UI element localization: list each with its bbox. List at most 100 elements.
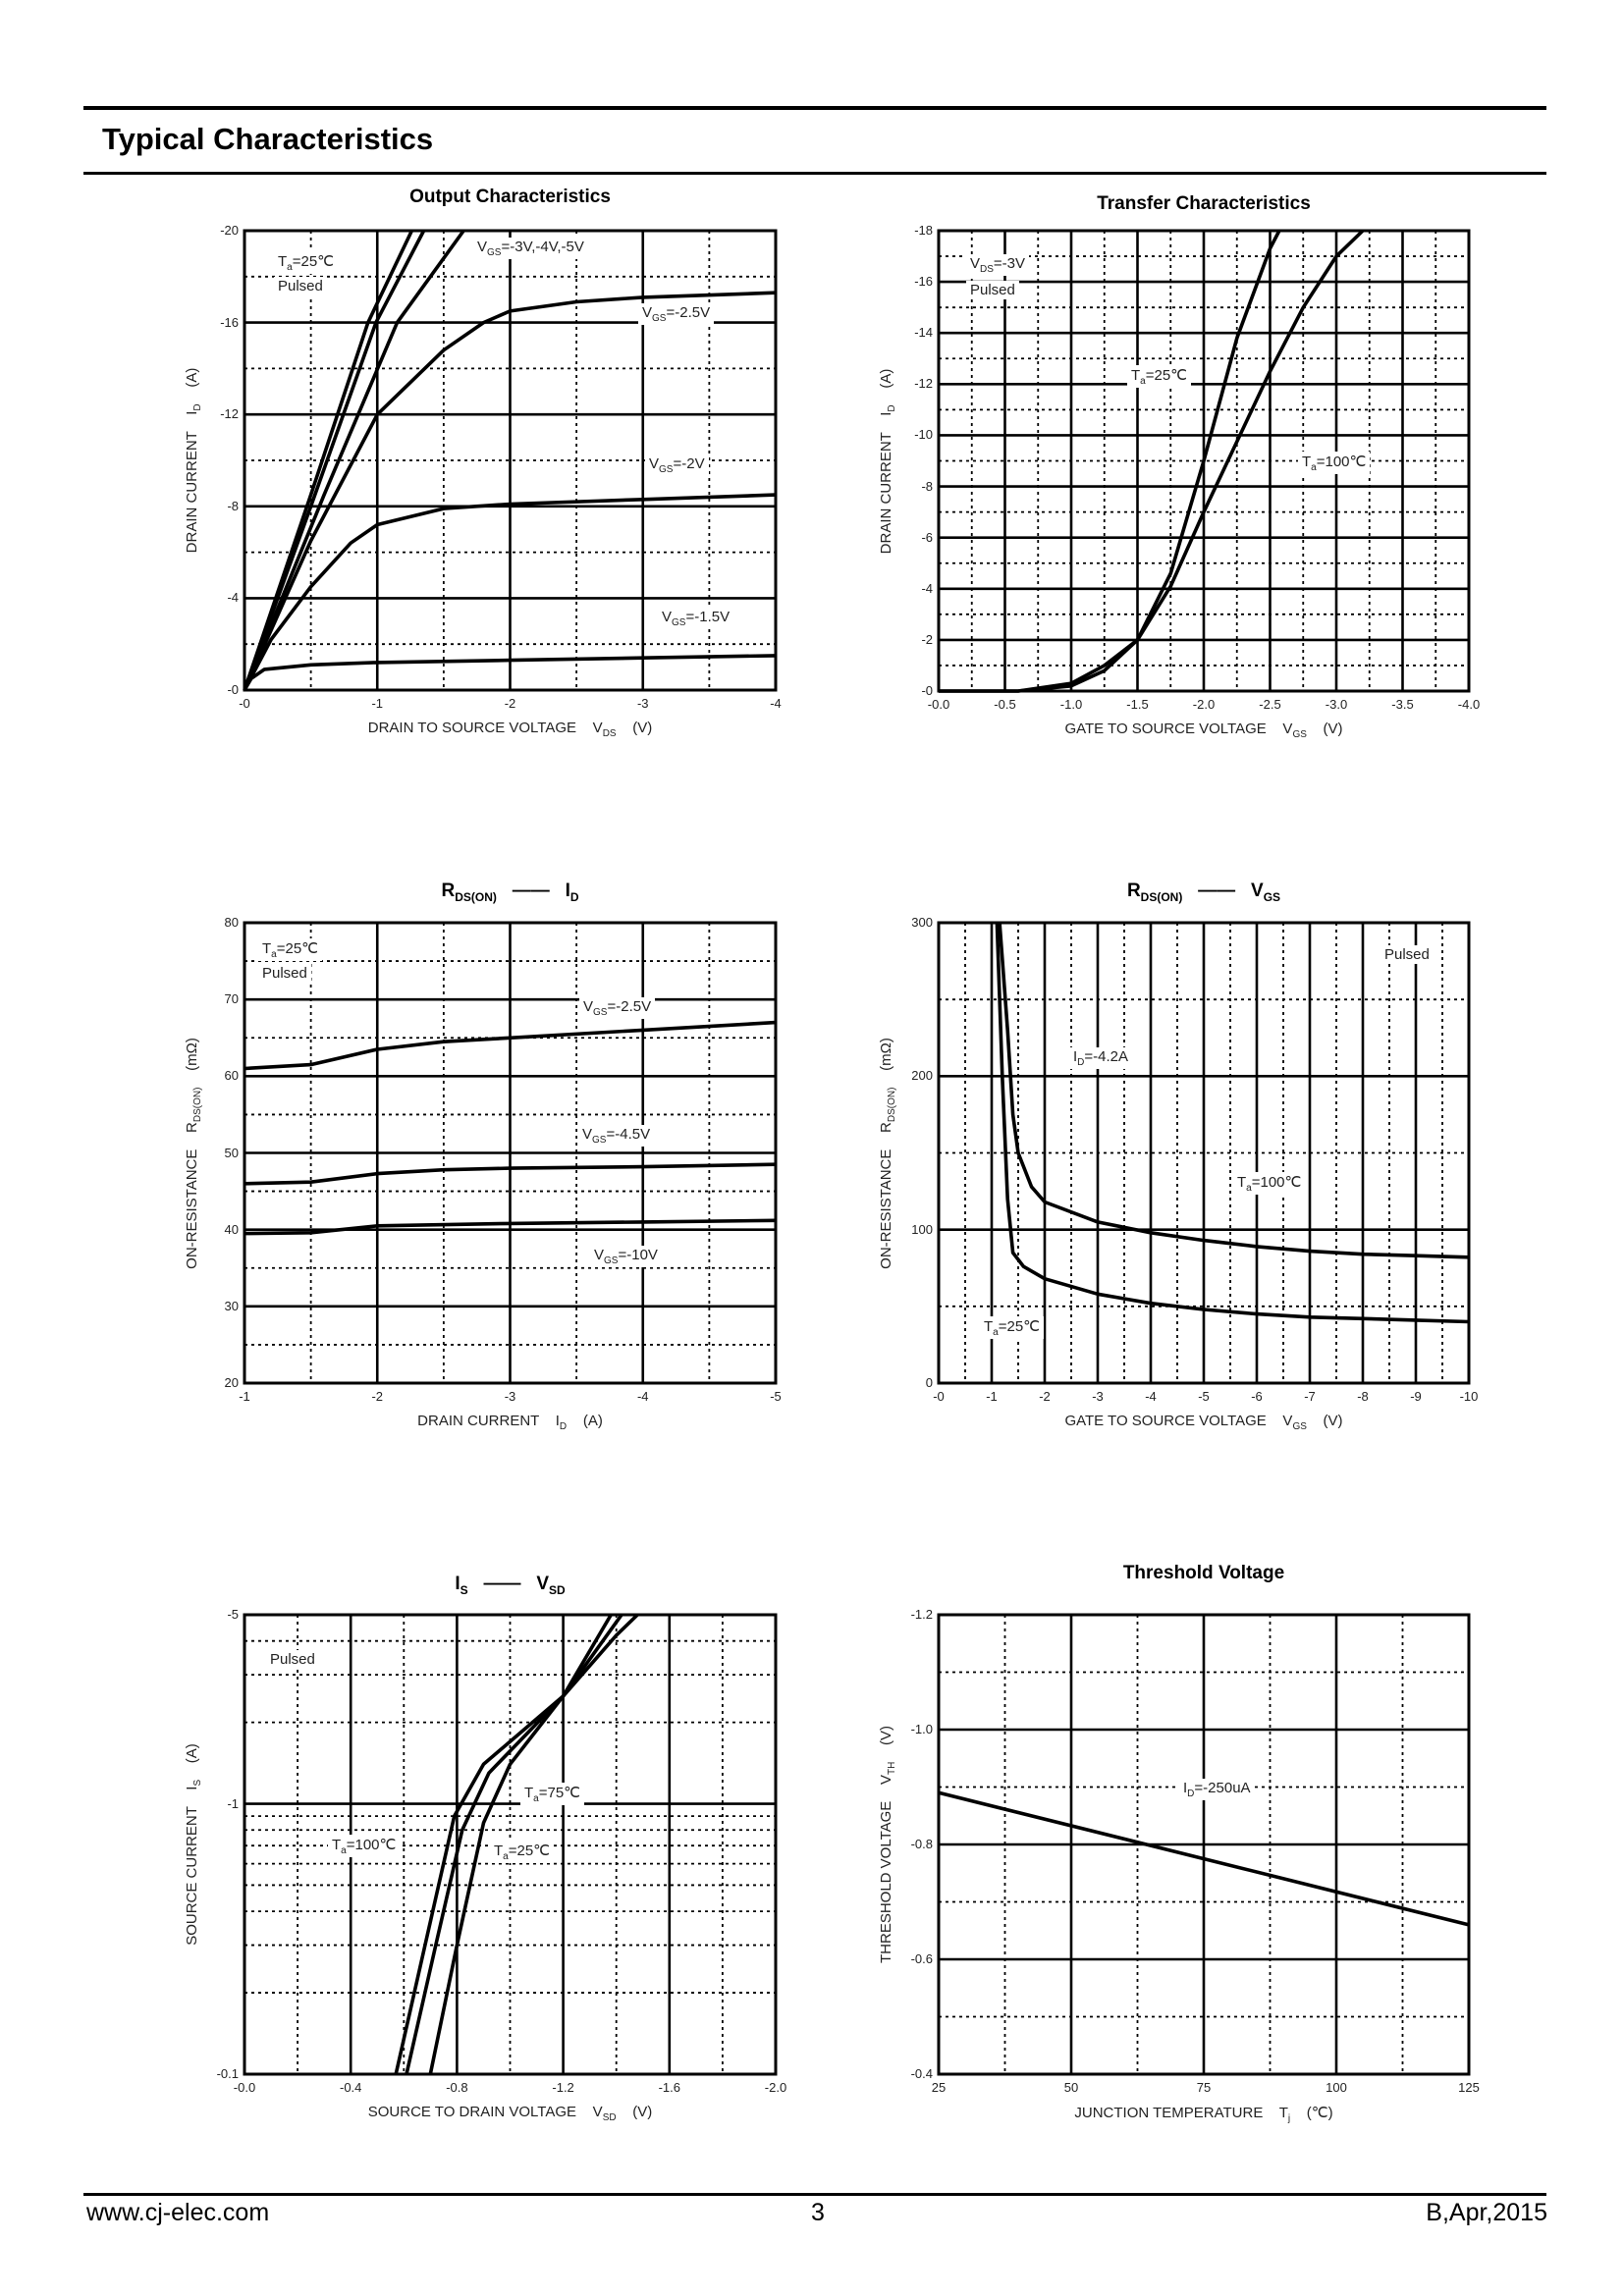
subscript: a xyxy=(993,1327,999,1338)
text-part: =25℃ xyxy=(276,940,319,957)
text-part: SOURCE TO DRAIN VOLTAGE V xyxy=(367,2104,603,2120)
plot-frame xyxy=(243,229,778,692)
x-axis-label: GATE TO SOURCE VOLTAGE VGS (V) xyxy=(1064,721,1342,740)
chart-annotation: Ta=25℃ xyxy=(1127,365,1192,388)
series-line xyxy=(938,1790,1470,1927)
subscript: GS xyxy=(487,247,502,258)
text-part: (A) xyxy=(184,367,200,404)
text-part: T xyxy=(262,940,272,957)
footer-rule xyxy=(83,2193,1546,2196)
subscript: a xyxy=(1246,1183,1252,1194)
subscript: D xyxy=(1187,1789,1195,1799)
x-tick-label: -5 xyxy=(770,1389,782,1404)
text-part: I xyxy=(1183,1780,1188,1796)
text-part: V xyxy=(477,239,488,255)
subscript: GS xyxy=(672,617,686,628)
y-tick-label: 80 xyxy=(224,915,239,930)
series-line xyxy=(939,229,1365,693)
text-part: THRESHOLD VOLTAGE V xyxy=(878,1775,894,1963)
x-tick-label: -2.0 xyxy=(764,2080,787,2095)
plot-frame xyxy=(937,229,1471,693)
text-part: (A) xyxy=(878,368,894,404)
text-part: V xyxy=(582,1126,593,1143)
series-line xyxy=(243,230,426,691)
footer-revision: B,Apr,2015 xyxy=(1426,2199,1547,2226)
series-line xyxy=(243,291,777,691)
x-tick-label: -4 xyxy=(636,1389,649,1404)
subscript: SD xyxy=(602,2112,617,2123)
chart-title: IS —— VSD xyxy=(455,1574,565,1597)
y-tick-label: -0.6 xyxy=(910,1951,933,1966)
text-part: =-1.5V xyxy=(685,609,731,625)
footer-website[interactable]: www.cj-elec.com xyxy=(86,2199,270,2226)
text-part: Pulsed xyxy=(970,282,1015,298)
text-part: =-4.5V xyxy=(606,1126,651,1143)
text-part: GATE TO SOURCE VOLTAGE V xyxy=(1064,721,1293,737)
text-part: Pulsed xyxy=(262,965,307,982)
y-tick-label: -0 xyxy=(921,683,933,698)
text-part: Pulsed xyxy=(1384,946,1430,963)
x-tick-label: -1 xyxy=(239,1389,250,1404)
chart-title: Output Characteristics xyxy=(409,187,611,208)
text-part: =-2.5V xyxy=(607,998,652,1015)
text-part: V xyxy=(662,609,673,625)
chart-annotation: VGS=-3V,-4V,-5V xyxy=(473,238,588,259)
y-axis-label: SOURCE CURRENT IS (A) xyxy=(184,1743,203,1946)
footer-page-number: 3 xyxy=(811,2199,825,2226)
subscript: D xyxy=(559,1421,568,1432)
x-tick-label: -0.5 xyxy=(994,697,1016,712)
series-line xyxy=(995,922,1470,1324)
chart-title: Threshold Voltage xyxy=(1123,1563,1284,1584)
subscript: S xyxy=(192,1779,203,1787)
y-tick-label: 0 xyxy=(925,1375,933,1390)
y-tick-label: 50 xyxy=(224,1145,239,1160)
x-tick-label: -0 xyxy=(239,696,250,711)
text-part: T xyxy=(984,1318,994,1335)
x-tick-label: 50 xyxy=(1063,2080,1079,2095)
series-line xyxy=(244,1218,777,1236)
y-tick-label: 40 xyxy=(224,1221,239,1237)
chart-title: RDS(ON) —— ID xyxy=(441,881,578,904)
subscript: GS xyxy=(1292,729,1307,740)
text-part: =25℃ xyxy=(292,253,335,270)
y-tick-label: -0.8 xyxy=(910,1837,933,1851)
chart-annotation: VDS=-3V xyxy=(966,254,1030,276)
plot-frame xyxy=(243,921,778,1385)
text-part: V xyxy=(1251,881,1264,902)
header-bottom-rule xyxy=(83,172,1546,175)
text-part: (V) xyxy=(878,1726,894,1762)
text-part: SOURCE CURRENT I xyxy=(184,1786,200,1946)
subscript: DS xyxy=(602,728,617,739)
chart-annotation: VGS=-2.5V xyxy=(638,303,715,325)
text-part: T xyxy=(494,1842,504,1859)
series-line xyxy=(243,230,414,691)
chart-annotation: Pulsed xyxy=(266,1650,319,1669)
subscript: a xyxy=(503,1851,509,1862)
x-tick-label: -1 xyxy=(986,1389,998,1404)
y-tick-label: -1.2 xyxy=(910,1607,933,1622)
plot-area xyxy=(937,1613,1471,2076)
x-tick-label: -0 xyxy=(933,1389,945,1404)
plot-area xyxy=(937,229,1471,693)
text-part: V xyxy=(970,255,981,272)
chart-annotation: Ta=25℃ xyxy=(258,938,323,961)
subscript: GS xyxy=(592,1135,607,1146)
chart-annotation: Ta=25℃ xyxy=(980,1316,1045,1339)
text-part: =100℃ xyxy=(346,1837,397,1853)
x-tick-label: 25 xyxy=(931,2080,947,2095)
x-tick-label: 100 xyxy=(1326,2080,1347,2095)
subscript: a xyxy=(1140,376,1146,387)
text-part: =25℃ xyxy=(998,1318,1041,1335)
subscript: DS(ON) xyxy=(1140,889,1183,904)
chart-title: RDS(ON) —— VGS xyxy=(1127,881,1280,904)
text-part: T xyxy=(524,1785,534,1801)
y-tick-label: 100 xyxy=(911,1221,933,1237)
series-line xyxy=(243,493,777,691)
subscript: j xyxy=(1287,2113,1291,2124)
plot-frame xyxy=(937,921,1471,1385)
subscript: a xyxy=(287,262,293,273)
text-part: (V) xyxy=(1306,721,1343,737)
text-part: ON-RESISTANCE R xyxy=(878,1121,894,1269)
y-tick-label: -8 xyxy=(921,478,933,494)
subscript: a xyxy=(1311,462,1317,473)
